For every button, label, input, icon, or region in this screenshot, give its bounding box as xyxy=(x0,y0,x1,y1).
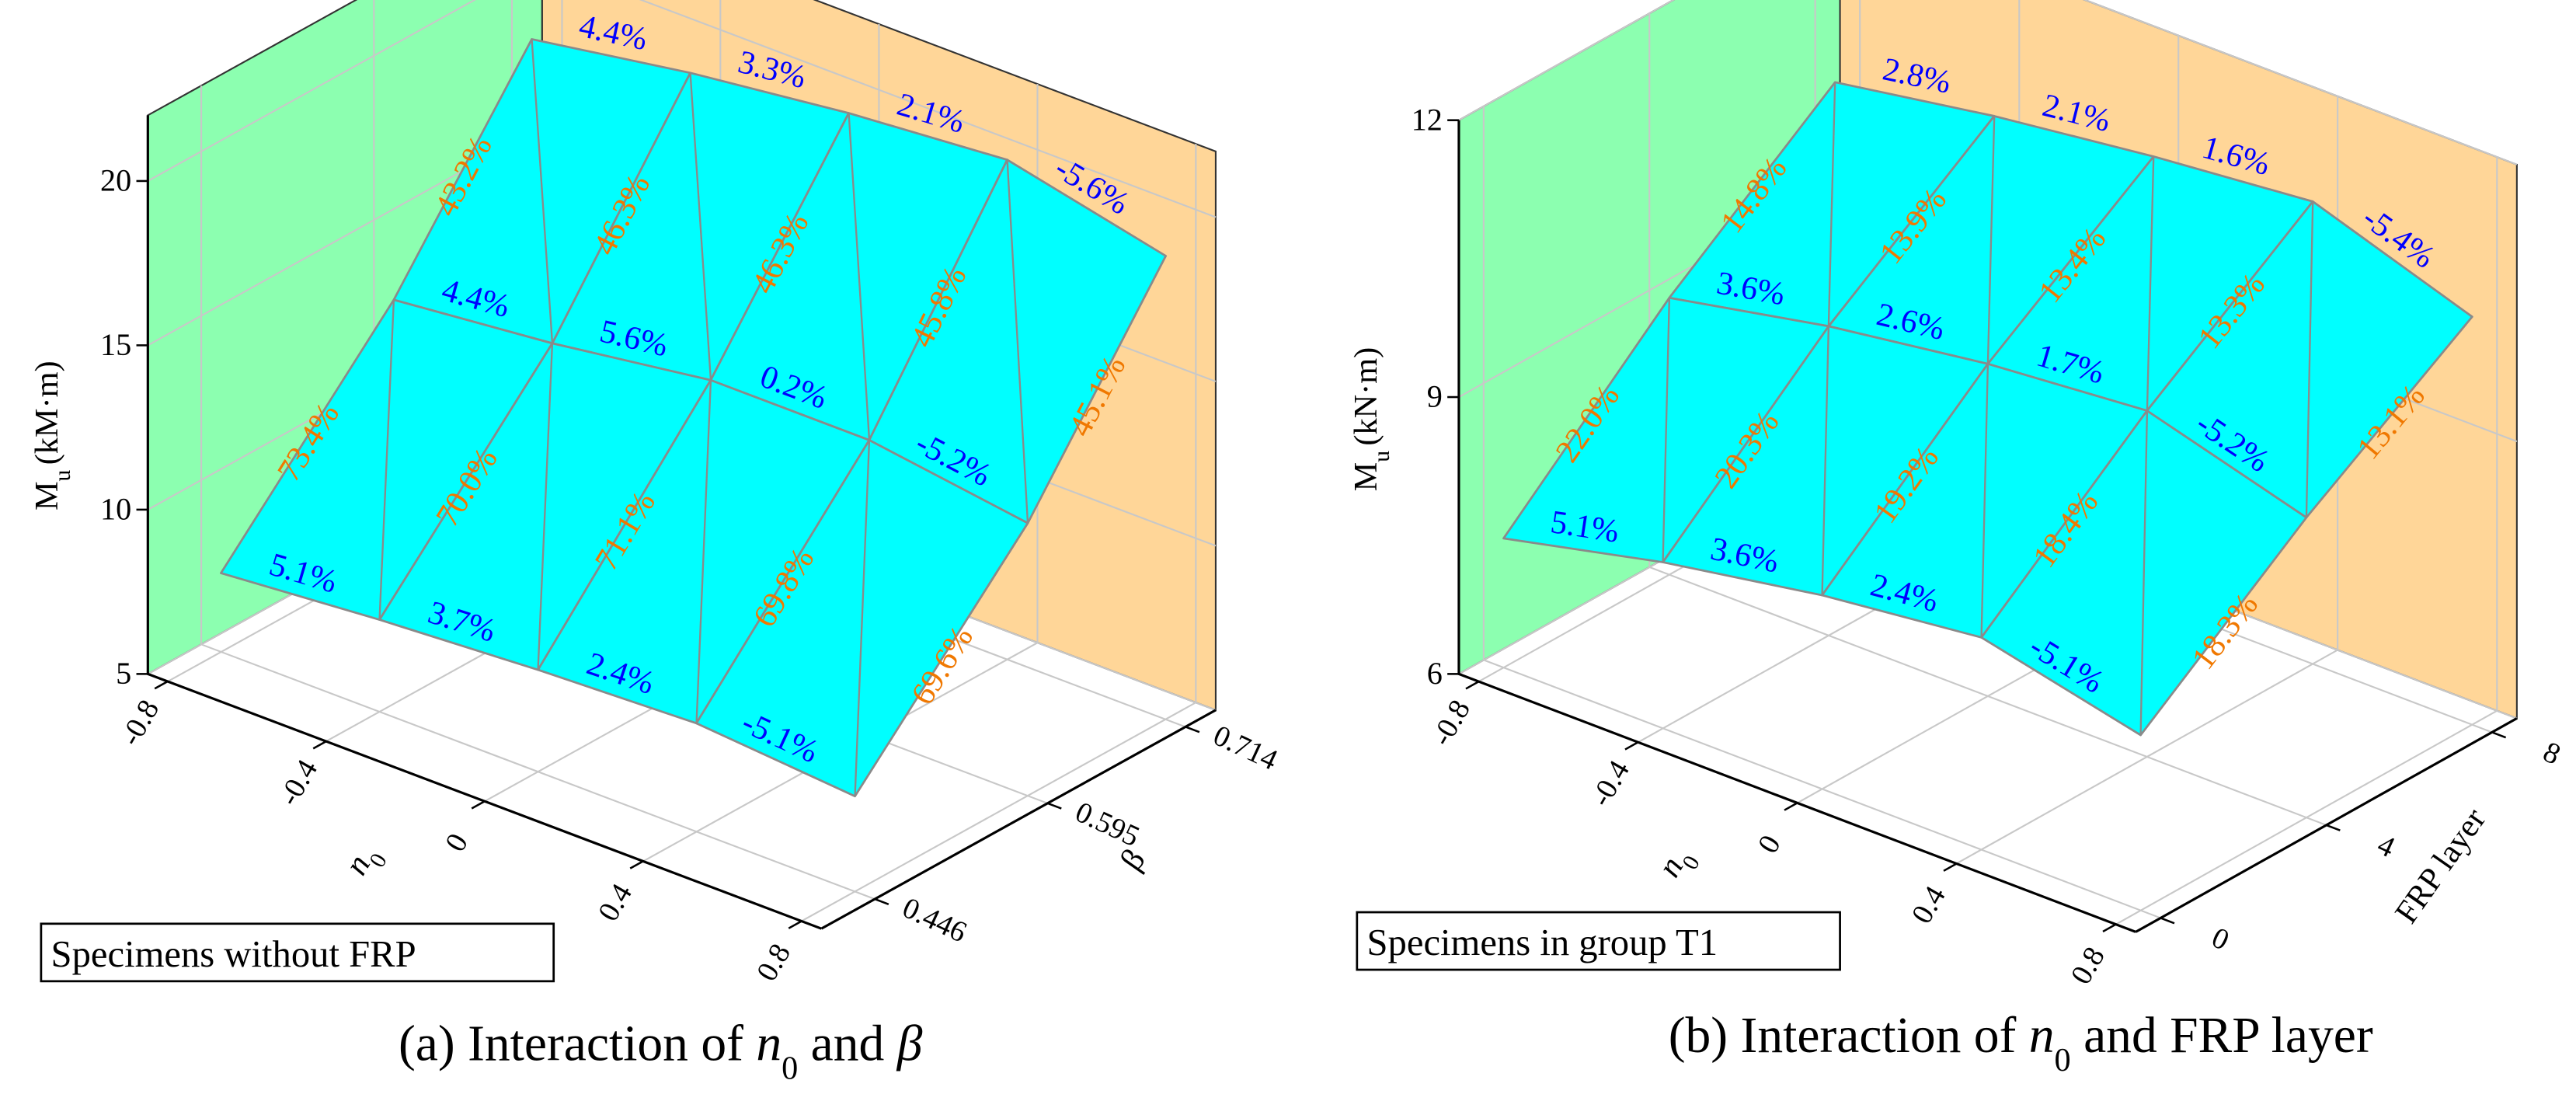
mesh-line xyxy=(689,72,712,381)
z-axis-label-unit: (kN·m) xyxy=(1348,347,1384,446)
mesh-line xyxy=(537,343,554,671)
caption-after: and FRP layer xyxy=(2071,1008,2373,1064)
mesh-line xyxy=(1821,326,1830,596)
z-tick-label: 6 xyxy=(1427,656,1443,691)
x-tick xyxy=(1943,862,1958,872)
x-tick-label: 0.8 xyxy=(2065,942,2111,990)
y-tick xyxy=(2326,824,2341,831)
x-axis-label: n0 xyxy=(338,838,392,886)
x-tick xyxy=(312,740,327,750)
mesh-line xyxy=(848,113,871,441)
caption-after: and xyxy=(798,1016,896,1071)
z-tick-label: 20 xyxy=(100,163,131,198)
y-tick xyxy=(1047,802,1062,810)
caption: (a) Interaction of n0 and β xyxy=(399,1016,923,1085)
mesh-line xyxy=(1006,159,1029,524)
caption-before: (b) Interaction of xyxy=(1669,1008,2029,1064)
x-tick xyxy=(1465,681,1480,690)
x-tick xyxy=(471,800,486,810)
x-tick-label: 0.8 xyxy=(750,939,797,987)
mesh-line xyxy=(2305,201,2314,518)
x-tick-label: 0 xyxy=(439,828,475,857)
y-tick xyxy=(874,897,889,906)
y-tick-label: 0.595 xyxy=(1070,796,1144,853)
grid-line xyxy=(1482,106,2161,919)
caption-var: n xyxy=(2029,1008,2055,1064)
mesh-line xyxy=(1980,364,1989,638)
x-tick-label: -0.4 xyxy=(273,754,324,811)
y-axis xyxy=(2135,717,2518,933)
x-axis xyxy=(147,672,822,930)
y-axis xyxy=(820,709,1217,930)
y-tick-label: 4 xyxy=(2372,828,2400,864)
y-tick-label: 0.446 xyxy=(897,891,971,949)
z-tick-label: 15 xyxy=(100,327,131,362)
x-tick-label: -0.8 xyxy=(114,695,165,751)
x-tick xyxy=(1784,802,1798,811)
z-axis-label-main: M xyxy=(29,481,65,510)
z-tick-label: 10 xyxy=(100,492,131,527)
y-tick xyxy=(2160,917,2175,925)
caption-sub: 0 xyxy=(2055,1041,2071,1078)
z-axis-label-sub: u xyxy=(1370,451,1394,462)
y-tick-label: 8 xyxy=(2538,736,2565,772)
x-tick xyxy=(154,680,169,690)
x-tick xyxy=(629,860,644,869)
z-axis-label-unit: (kM·m) xyxy=(29,361,65,465)
mesh-line xyxy=(1827,82,1836,326)
mesh-line xyxy=(531,39,554,343)
x-tick-label: 0.4 xyxy=(1906,881,1952,929)
x-tick-label: -0.4 xyxy=(1585,755,1636,812)
x-tick-label: 0.4 xyxy=(592,879,639,927)
grid-line xyxy=(801,144,1197,922)
note-box xyxy=(40,922,555,983)
x-tick xyxy=(2102,923,2117,933)
z-tick-label: 9 xyxy=(1427,379,1443,414)
note-box xyxy=(1356,911,1841,971)
y-tick-label: 0.714 xyxy=(1208,719,1282,776)
y-tick-label: 0 xyxy=(2207,922,2234,957)
z-axis-label-sub: u xyxy=(50,469,75,481)
x-tick-label: 0 xyxy=(1752,830,1788,859)
mesh-line xyxy=(1662,298,1671,563)
z-axis-label-main: M xyxy=(1348,462,1384,492)
x-tick xyxy=(788,920,802,929)
grid-line xyxy=(147,0,1217,218)
mesh-line xyxy=(2139,410,2149,736)
z-axis-label: Mu (kN·m) xyxy=(1348,347,1394,492)
y-axis-label: FRP layer xyxy=(2388,802,2493,930)
grid-line xyxy=(1648,13,2327,826)
note: Specimens in group T1 xyxy=(1367,922,1718,963)
caption-var2: β xyxy=(896,1016,923,1071)
z-axis-label: Mu (kM·m) xyxy=(29,361,75,510)
y-tick xyxy=(2491,731,2507,739)
note: Specimens without FRP xyxy=(51,933,416,975)
mesh-line xyxy=(2146,156,2155,411)
x-axis-label: n0 xyxy=(1651,841,1705,888)
mesh-line xyxy=(378,299,395,620)
mesh-line xyxy=(854,440,871,796)
caption-before: (a) Interaction of xyxy=(399,1016,756,1071)
y-tick xyxy=(1185,726,1200,733)
grid-line xyxy=(1458,0,2518,166)
grid-line xyxy=(200,85,875,901)
mesh-line xyxy=(1986,116,1996,364)
caption: (b) Interaction of n0 and FRP layer xyxy=(1669,1008,2373,1078)
x-tick xyxy=(1624,741,1639,751)
z-tick-label: 12 xyxy=(1412,102,1443,137)
mesh-line xyxy=(695,380,712,723)
x-tick-label: -0.8 xyxy=(1426,695,1477,751)
grid-line xyxy=(2115,157,2498,925)
caption-sub: 0 xyxy=(782,1050,798,1086)
caption-var: n xyxy=(756,1016,782,1071)
z-tick-label: 5 xyxy=(116,656,131,691)
